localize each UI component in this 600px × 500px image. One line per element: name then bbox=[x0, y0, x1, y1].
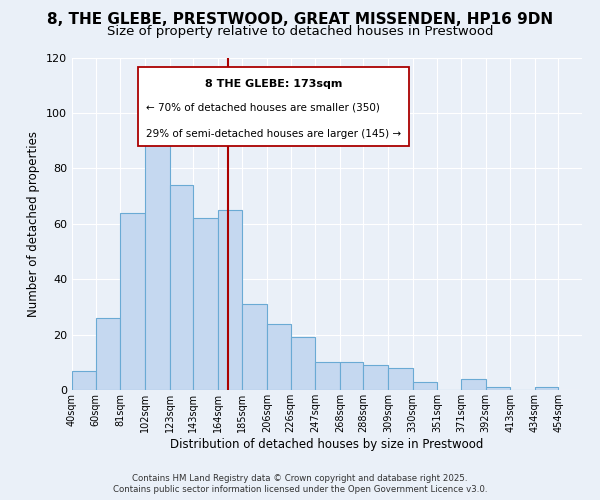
Bar bbox=[535, 387, 559, 390]
Bar bbox=[413, 382, 437, 390]
Text: Contains HM Land Registry data © Crown copyright and database right 2025.
Contai: Contains HM Land Registry data © Crown c… bbox=[113, 474, 487, 494]
FancyBboxPatch shape bbox=[139, 68, 409, 146]
X-axis label: Distribution of detached houses by size in Prestwood: Distribution of detached houses by size … bbox=[170, 438, 484, 450]
Bar bbox=[145, 130, 170, 390]
Text: Size of property relative to detached houses in Prestwood: Size of property relative to detached ho… bbox=[107, 25, 493, 38]
Bar bbox=[95, 318, 120, 390]
Text: ← 70% of detached houses are smaller (350): ← 70% of detached houses are smaller (35… bbox=[146, 102, 380, 113]
Y-axis label: Number of detached properties: Number of detached properties bbox=[28, 130, 40, 317]
Bar bbox=[364, 365, 388, 390]
Bar bbox=[170, 185, 193, 390]
Bar bbox=[388, 368, 413, 390]
Bar bbox=[461, 379, 485, 390]
Bar bbox=[267, 324, 290, 390]
Bar bbox=[120, 212, 145, 390]
Bar bbox=[72, 370, 95, 390]
Text: 29% of semi-detached houses are larger (145) →: 29% of semi-detached houses are larger (… bbox=[146, 129, 401, 139]
Text: 8 THE GLEBE: 173sqm: 8 THE GLEBE: 173sqm bbox=[205, 79, 342, 89]
Text: 8, THE GLEBE, PRESTWOOD, GREAT MISSENDEN, HP16 9DN: 8, THE GLEBE, PRESTWOOD, GREAT MISSENDEN… bbox=[47, 12, 553, 28]
Bar bbox=[485, 387, 511, 390]
Bar bbox=[218, 210, 242, 390]
Bar bbox=[193, 218, 218, 390]
Bar bbox=[315, 362, 340, 390]
Bar bbox=[290, 338, 315, 390]
Bar bbox=[242, 304, 267, 390]
Bar bbox=[340, 362, 364, 390]
